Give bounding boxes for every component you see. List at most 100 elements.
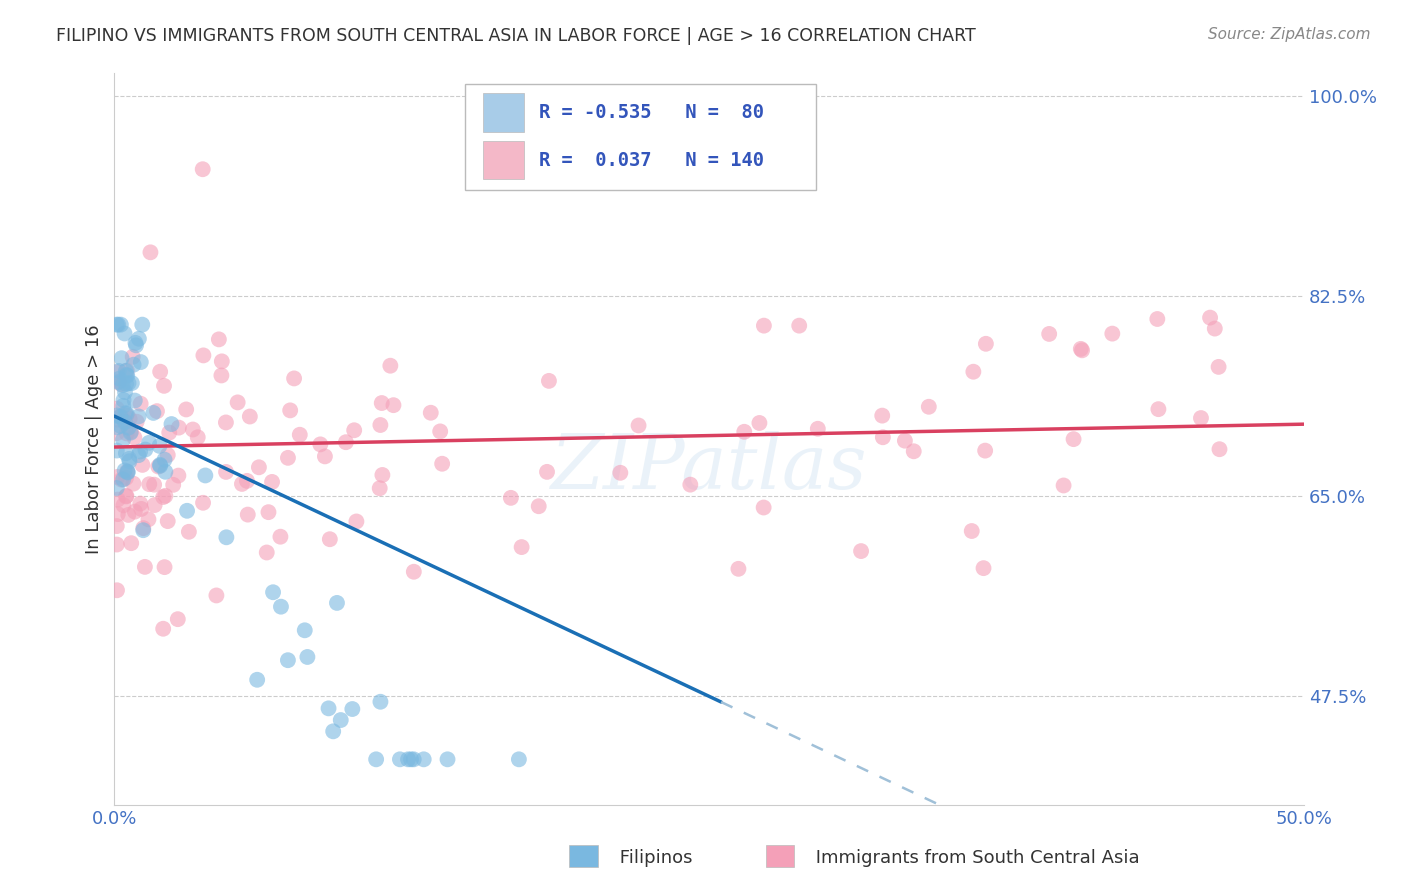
Point bbox=[326, 596, 349, 610]
Point bbox=[205, 589, 228, 603]
Point bbox=[115, 409, 138, 423]
Text: Source: ZipAtlas.com: Source: ZipAtlas.com bbox=[1208, 27, 1371, 42]
Point bbox=[120, 425, 142, 439]
Point bbox=[160, 417, 183, 431]
Point bbox=[366, 752, 388, 766]
Point bbox=[733, 425, 755, 439]
Point bbox=[117, 368, 139, 383]
Point bbox=[114, 463, 136, 477]
Text: R =  0.037   N = 140: R = 0.037 N = 140 bbox=[538, 151, 763, 169]
Point bbox=[152, 490, 174, 504]
Point bbox=[105, 519, 128, 533]
Point bbox=[344, 515, 367, 529]
Point bbox=[112, 392, 135, 407]
Point bbox=[1101, 326, 1123, 341]
Point bbox=[112, 399, 135, 413]
Point bbox=[1189, 411, 1212, 425]
Point bbox=[143, 498, 166, 512]
Point bbox=[120, 536, 142, 550]
Point bbox=[187, 430, 209, 444]
Point bbox=[269, 530, 291, 544]
Point bbox=[194, 468, 217, 483]
Point bbox=[236, 474, 259, 488]
Point bbox=[111, 378, 134, 392]
Point bbox=[167, 468, 190, 483]
Point bbox=[191, 162, 214, 177]
Point bbox=[429, 425, 451, 439]
Point bbox=[110, 351, 132, 366]
Point bbox=[256, 545, 278, 559]
Point bbox=[162, 478, 184, 492]
Point bbox=[125, 338, 148, 352]
Point bbox=[215, 465, 238, 479]
Point bbox=[382, 398, 405, 412]
Point bbox=[396, 752, 419, 766]
Point bbox=[118, 454, 141, 468]
Point bbox=[105, 420, 128, 434]
Point bbox=[110, 409, 132, 424]
Point bbox=[142, 406, 165, 420]
Point bbox=[105, 537, 128, 551]
Point bbox=[1063, 432, 1085, 446]
Point bbox=[128, 448, 150, 462]
Point bbox=[117, 376, 139, 390]
Point bbox=[231, 477, 253, 491]
Point bbox=[388, 752, 411, 766]
Point bbox=[115, 490, 138, 504]
Point bbox=[288, 427, 311, 442]
Point bbox=[138, 512, 160, 526]
Point bbox=[679, 477, 702, 491]
Point bbox=[342, 702, 364, 716]
Point bbox=[125, 415, 148, 429]
Point bbox=[107, 507, 129, 521]
Point bbox=[215, 416, 238, 430]
Point bbox=[149, 458, 172, 473]
Point bbox=[148, 439, 170, 453]
Point bbox=[120, 425, 142, 440]
Point bbox=[115, 426, 138, 441]
Text: Immigrants from South Central Asia: Immigrants from South Central Asia bbox=[787, 849, 1140, 867]
Point bbox=[335, 435, 357, 450]
Point bbox=[974, 336, 997, 351]
Point bbox=[974, 443, 997, 458]
Point bbox=[1208, 442, 1230, 457]
Point bbox=[872, 430, 894, 444]
Point bbox=[537, 374, 560, 388]
Point bbox=[1038, 326, 1060, 341]
FancyBboxPatch shape bbox=[484, 94, 523, 131]
Point bbox=[1052, 478, 1074, 492]
Point bbox=[155, 489, 177, 503]
Point bbox=[236, 508, 259, 522]
Point bbox=[110, 318, 132, 332]
Point bbox=[115, 364, 138, 378]
Point bbox=[527, 500, 550, 514]
Point bbox=[1146, 312, 1168, 326]
FancyBboxPatch shape bbox=[465, 84, 817, 190]
Point bbox=[1070, 342, 1092, 356]
Point bbox=[262, 585, 284, 599]
Point bbox=[114, 406, 136, 420]
Point bbox=[110, 377, 132, 392]
Point bbox=[105, 318, 128, 332]
Point bbox=[122, 476, 145, 491]
Point bbox=[108, 375, 131, 389]
Point bbox=[536, 465, 558, 479]
Point bbox=[108, 371, 131, 385]
Point bbox=[278, 403, 301, 417]
Point bbox=[112, 498, 135, 512]
Point bbox=[117, 465, 139, 479]
Point bbox=[370, 417, 392, 432]
Point bbox=[297, 650, 319, 665]
Point bbox=[277, 653, 299, 667]
Point bbox=[419, 406, 441, 420]
Point bbox=[152, 622, 174, 636]
Point bbox=[371, 467, 394, 482]
Point bbox=[167, 420, 190, 434]
Point bbox=[110, 409, 132, 424]
Point bbox=[105, 426, 128, 441]
Text: R = -0.535   N =  80: R = -0.535 N = 80 bbox=[538, 103, 763, 122]
Point bbox=[399, 752, 422, 766]
Point bbox=[129, 397, 152, 411]
Point bbox=[143, 477, 166, 491]
Point bbox=[108, 376, 131, 390]
